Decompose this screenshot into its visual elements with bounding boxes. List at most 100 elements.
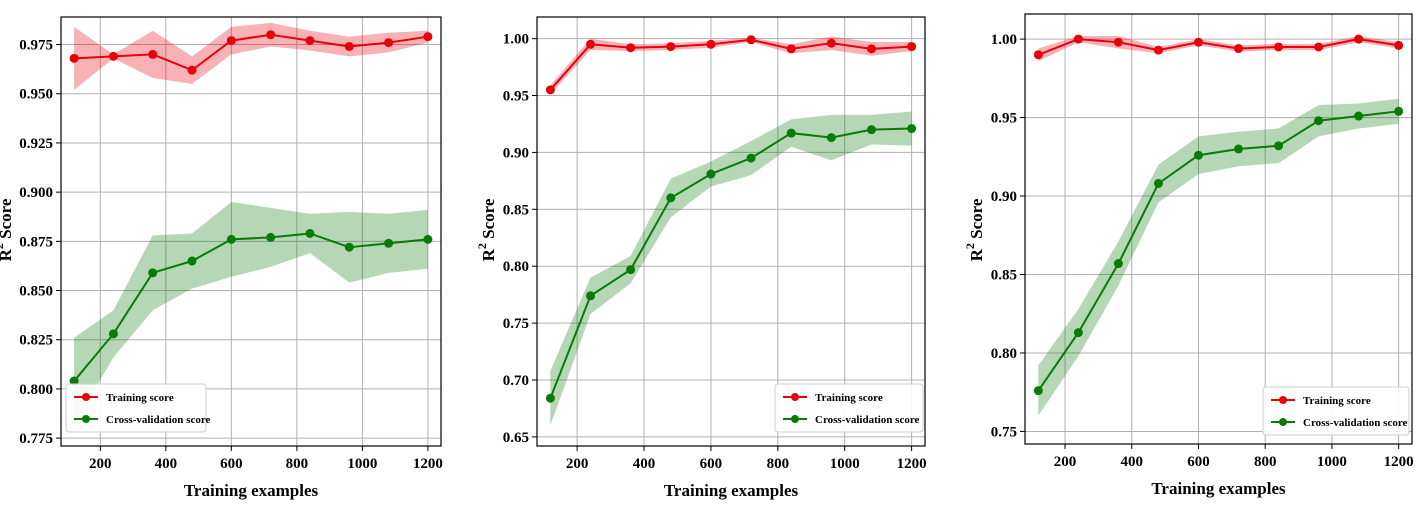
data-point bbox=[1354, 111, 1364, 121]
data-point bbox=[344, 42, 354, 52]
data-point bbox=[344, 242, 354, 252]
data-point bbox=[69, 376, 79, 386]
legend-label: Cross-validation score bbox=[106, 414, 211, 426]
x-tick-label: 800 bbox=[286, 456, 309, 472]
data-point bbox=[586, 291, 596, 301]
y-axis-title-base: R bbox=[0, 248, 15, 261]
x-tick-label: 1000 bbox=[1317, 454, 1347, 470]
axes-frame bbox=[536, 16, 926, 447]
data-point bbox=[266, 30, 276, 40]
data-point bbox=[545, 393, 555, 403]
x-tick-label: 1000 bbox=[347, 456, 377, 472]
confidence-band bbox=[74, 22, 428, 90]
legend-label: Training score bbox=[106, 392, 174, 404]
data-point bbox=[384, 238, 394, 248]
y-axis-title-rest: Score bbox=[0, 198, 15, 243]
legend-box bbox=[1262, 386, 1410, 436]
data-point bbox=[423, 234, 433, 244]
x-tick-label: 1000 bbox=[830, 456, 860, 472]
y-tick-label: 0.85 bbox=[503, 202, 529, 218]
series-cross-validation bbox=[69, 201, 433, 425]
data-point bbox=[586, 39, 596, 49]
data-point bbox=[626, 43, 636, 53]
chart-panel-3: 200 400 600 800 1000 1200 0.75 0.80 0.85 0.90 0.95… bbox=[963, 13, 1414, 498]
y-tick-label: 0.70 bbox=[503, 373, 529, 389]
y-axis-title-rest: Score bbox=[479, 198, 498, 243]
data-point bbox=[786, 128, 796, 138]
y-tick-label: 0.950 bbox=[19, 87, 53, 103]
data-point bbox=[907, 42, 917, 52]
legend: Training score Cross-validation score bbox=[65, 383, 211, 433]
y-axis-title: R2 Score bbox=[963, 198, 986, 261]
data-point bbox=[1394, 106, 1404, 116]
data-point bbox=[1274, 141, 1284, 151]
y-tick-label: 0.90 bbox=[991, 189, 1017, 205]
data-point bbox=[226, 234, 236, 244]
legend-swatch-marker bbox=[82, 393, 90, 401]
data-point bbox=[187, 256, 197, 266]
legend: Training score Cross-validation score bbox=[774, 383, 924, 433]
data-point bbox=[826, 133, 836, 143]
data-point bbox=[666, 193, 676, 203]
data-point bbox=[266, 232, 276, 242]
data-point bbox=[1073, 328, 1083, 338]
data-point bbox=[1113, 37, 1123, 47]
data-point bbox=[1274, 42, 1284, 52]
data-point bbox=[148, 268, 158, 278]
legend: Training score Cross-validation score bbox=[1262, 386, 1410, 436]
chart-panel-2: 200 400 600 800 1000 1200 0.65 0.70 0.75 0.80 0.85… bbox=[475, 16, 927, 500]
y-tick-label: 0.95 bbox=[991, 111, 1017, 127]
x-axis-title: Training examples bbox=[184, 481, 319, 500]
y-tick-label: 0.825 bbox=[19, 333, 53, 349]
y-axis-title-superscript: 2 bbox=[475, 243, 489, 249]
y-tick-label: 0.925 bbox=[19, 136, 53, 152]
axes-frame bbox=[60, 16, 442, 447]
y-tick-label: 0.65 bbox=[503, 430, 529, 446]
data-point bbox=[626, 265, 636, 275]
data-point bbox=[108, 329, 118, 339]
data-point bbox=[706, 39, 716, 49]
y-axis-title-base: R bbox=[479, 248, 498, 261]
data-point bbox=[384, 38, 394, 48]
plot-area bbox=[61, 17, 441, 446]
x-axis-title: Training examples bbox=[664, 481, 799, 500]
data-point bbox=[1394, 40, 1404, 50]
legend-swatch-marker bbox=[82, 415, 90, 423]
y-axis-title: R2 Score bbox=[475, 198, 498, 261]
legend-swatch-marker bbox=[1279, 418, 1287, 426]
series-cross-validation bbox=[1033, 98, 1404, 416]
series-line bbox=[73, 232, 428, 382]
y-tick-label: 0.875 bbox=[19, 234, 53, 250]
data-point bbox=[1113, 259, 1123, 269]
y-axis-title-superscript: 2 bbox=[0, 243, 6, 249]
series-line bbox=[1037, 38, 1399, 56]
data-point bbox=[866, 44, 876, 54]
data-point bbox=[305, 228, 315, 238]
data-point bbox=[706, 169, 716, 179]
series-cross-validation bbox=[545, 111, 917, 426]
series-training bbox=[545, 35, 917, 95]
data-point bbox=[866, 125, 876, 135]
data-point bbox=[746, 35, 756, 45]
series-line bbox=[549, 127, 912, 399]
data-point bbox=[545, 85, 555, 95]
x-tick-label: 1200 bbox=[897, 456, 927, 472]
legend-swatch-marker bbox=[1279, 396, 1287, 404]
confidence-band bbox=[1038, 98, 1399, 416]
data-point bbox=[1314, 42, 1324, 52]
data-point bbox=[826, 38, 836, 48]
legend-label: Cross-validation score bbox=[815, 414, 920, 426]
confidence-band bbox=[74, 201, 428, 425]
y-axis-title-superscript: 2 bbox=[963, 243, 977, 249]
data-point bbox=[1354, 34, 1364, 44]
y-tick-label: 0.75 bbox=[503, 316, 529, 332]
data-point bbox=[108, 51, 118, 61]
x-tick-label: 800 bbox=[1254, 454, 1277, 470]
y-axis-title-base: R bbox=[967, 248, 986, 261]
legend-box bbox=[65, 383, 207, 433]
x-tick-label: 600 bbox=[1187, 454, 1210, 470]
y-tick-label: 0.900 bbox=[19, 185, 53, 201]
y-tick-label: 0.800 bbox=[19, 382, 53, 398]
x-tick-label: 200 bbox=[89, 456, 112, 472]
data-point bbox=[1153, 178, 1163, 188]
